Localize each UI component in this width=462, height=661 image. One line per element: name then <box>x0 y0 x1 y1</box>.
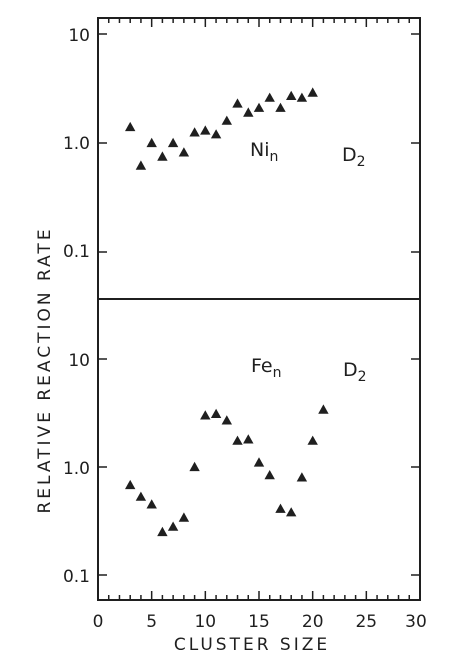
data-point-fe <box>189 461 200 472</box>
data-point-fe <box>200 410 211 420</box>
data-point-ni <box>275 102 286 112</box>
x-tick-label: 25 <box>355 612 377 632</box>
data-point-fe <box>253 457 265 467</box>
y-axis-ticks <box>98 33 420 576</box>
data-point-fe <box>125 479 136 490</box>
data-point-ni <box>307 87 318 97</box>
y-tick-label-bottom-10: 10 <box>68 351 90 371</box>
data-point-fe <box>275 503 286 513</box>
data-point-ni <box>167 137 179 148</box>
data-point-fe <box>307 435 318 445</box>
data-point-fe <box>210 408 222 418</box>
y-tick-label-top-10: 10 <box>68 26 90 46</box>
x-tick-label: 15 <box>248 612 270 632</box>
data-point-fe <box>135 491 147 501</box>
data-point-fe <box>243 434 254 444</box>
x-tick-label: 5 <box>146 612 157 632</box>
data-point-ni <box>125 121 136 132</box>
data-point-fe <box>286 507 297 517</box>
data-point-fe <box>296 472 308 482</box>
data-point-ni <box>210 129 222 139</box>
data-point-fe <box>232 435 243 445</box>
x-tick-label: 30 <box>405 612 427 632</box>
y-tick-label-top-1: 1.0 <box>63 134 90 154</box>
data-point-ni <box>243 107 254 117</box>
panel-label-fe: Fen <box>251 355 281 381</box>
data-point-fe <box>157 526 168 537</box>
y-axis-title: RELATIVE REACTION RATE <box>35 226 55 513</box>
data-point-ni <box>189 127 200 137</box>
y-tick-label-top-0.1: 0.1 <box>63 242 90 262</box>
data-markers <box>125 87 329 537</box>
y-tick-label-bottom-1: 1.0 <box>63 459 90 479</box>
panel-label-fe-reactant: D2 <box>343 359 367 385</box>
y-tick-label-bottom-0.1: 0.1 <box>63 567 90 587</box>
data-point-ni <box>253 102 265 112</box>
data-point-fe <box>221 415 232 425</box>
data-point-fe <box>178 512 190 522</box>
data-point-fe <box>264 470 275 480</box>
data-point-ni <box>135 160 147 170</box>
x-axis-title: CLUSTER SIZE <box>174 635 330 655</box>
panel-label-ni-reactant: D2 <box>342 144 366 170</box>
data-point-ni <box>200 125 211 135</box>
data-point-fe <box>167 521 179 531</box>
data-point-ni <box>146 137 157 148</box>
data-point-ni <box>157 151 168 161</box>
x-tick-label: 0 <box>93 612 104 632</box>
data-point-ni <box>296 92 308 102</box>
data-point-fe <box>146 499 157 509</box>
x-tick-label: 10 <box>194 612 216 632</box>
data-point-ni <box>221 115 232 125</box>
panel-label-ni: Nin <box>250 139 278 165</box>
data-point-ni <box>264 92 275 102</box>
data-point-fe <box>318 404 329 414</box>
x-tick-label: 20 <box>302 612 324 632</box>
data-point-ni <box>178 147 190 157</box>
x-axis-ticks <box>97 18 421 600</box>
data-point-ni <box>232 98 243 108</box>
data-point-ni <box>286 90 297 100</box>
